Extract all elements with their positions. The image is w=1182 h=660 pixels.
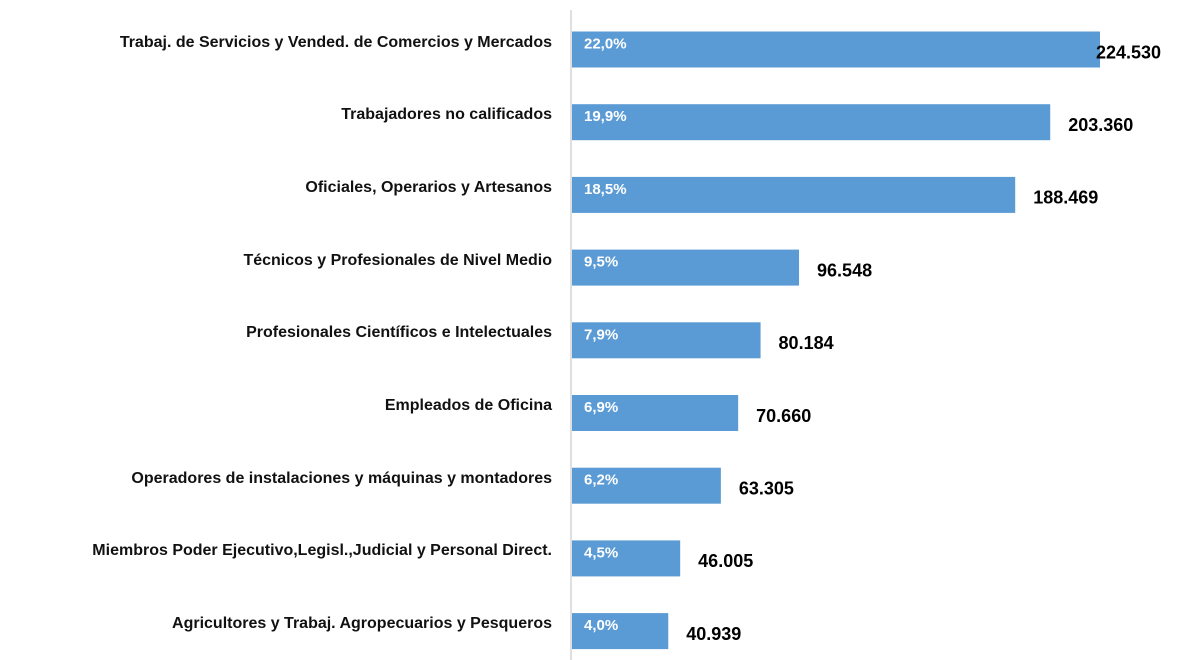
bar xyxy=(572,540,681,577)
value-label: 224.530 xyxy=(1096,42,1161,62)
category-text: Miembros Poder Ejecutivo,Legisl.,Judicia… xyxy=(92,542,552,560)
value-label: 96.548 xyxy=(817,260,872,280)
value-label: 46.005 xyxy=(698,551,753,571)
category-label: Miembros Poder Ejecutivo,Legisl.,Judicia… xyxy=(0,541,552,561)
value-label: 80.184 xyxy=(779,333,834,353)
share-label: 9,5% xyxy=(584,254,618,271)
value-label: 203.360 xyxy=(1068,115,1133,135)
bar xyxy=(572,613,669,650)
category-label: Trabaj. de Servicios y Vended. de Comerc… xyxy=(0,33,552,53)
bar xyxy=(572,176,1016,213)
bar xyxy=(572,395,739,431)
share-label: 6,2% xyxy=(584,472,618,489)
category-text: Técnicos y Profesionales de Nivel Medio xyxy=(243,251,552,269)
category-text: Agricultores y Trabaj. Agropecuarios y P… xyxy=(172,615,552,633)
value-label: 63.305 xyxy=(739,478,794,498)
category-text: Oficiales, Operarios y Artesanos xyxy=(305,178,552,196)
category-text: Trabaj. de Servicios y Vended. de Comerc… xyxy=(119,33,552,51)
category-label: Técnicos y Profesionales de Nivel Medio xyxy=(0,251,552,271)
share-label: 18,5% xyxy=(584,181,627,198)
share-label: 4,5% xyxy=(584,544,618,561)
bar xyxy=(572,249,800,286)
category-label: Profesionales Científicos e Intelectuale… xyxy=(0,323,552,343)
category-label: Operadores de instalaciones y máquinas y… xyxy=(0,469,552,489)
share-label: 6,9% xyxy=(584,399,618,416)
category-text: Profesionales Científicos e Intelectuale… xyxy=(246,324,552,342)
share-label: 4,0% xyxy=(584,617,618,634)
bar xyxy=(572,322,761,359)
value-label: 70.660 xyxy=(756,406,811,426)
bar xyxy=(572,31,1100,68)
category-label: Oficiales, Operarios y Artesanos xyxy=(0,178,552,198)
value-label: 188.469 xyxy=(1033,188,1098,208)
category-label: Empleados de Oficina xyxy=(0,396,552,416)
bar xyxy=(572,467,721,504)
category-label: Agricultores y Trabaj. Agropecuarios y P… xyxy=(0,614,552,634)
share-label: 19,9% xyxy=(584,108,627,125)
category-label: Trabajadores no calificados xyxy=(0,105,552,125)
category-text: Empleados de Oficina xyxy=(384,397,552,414)
category-text: Operadores de instalaciones y máquinas y… xyxy=(131,469,552,487)
share-label: 22,0% xyxy=(584,35,627,52)
value-label: 40.939 xyxy=(686,624,741,644)
category-text: Trabajadores no calificados xyxy=(341,106,552,124)
share-label: 7,9% xyxy=(584,326,618,343)
bar xyxy=(572,104,1051,141)
